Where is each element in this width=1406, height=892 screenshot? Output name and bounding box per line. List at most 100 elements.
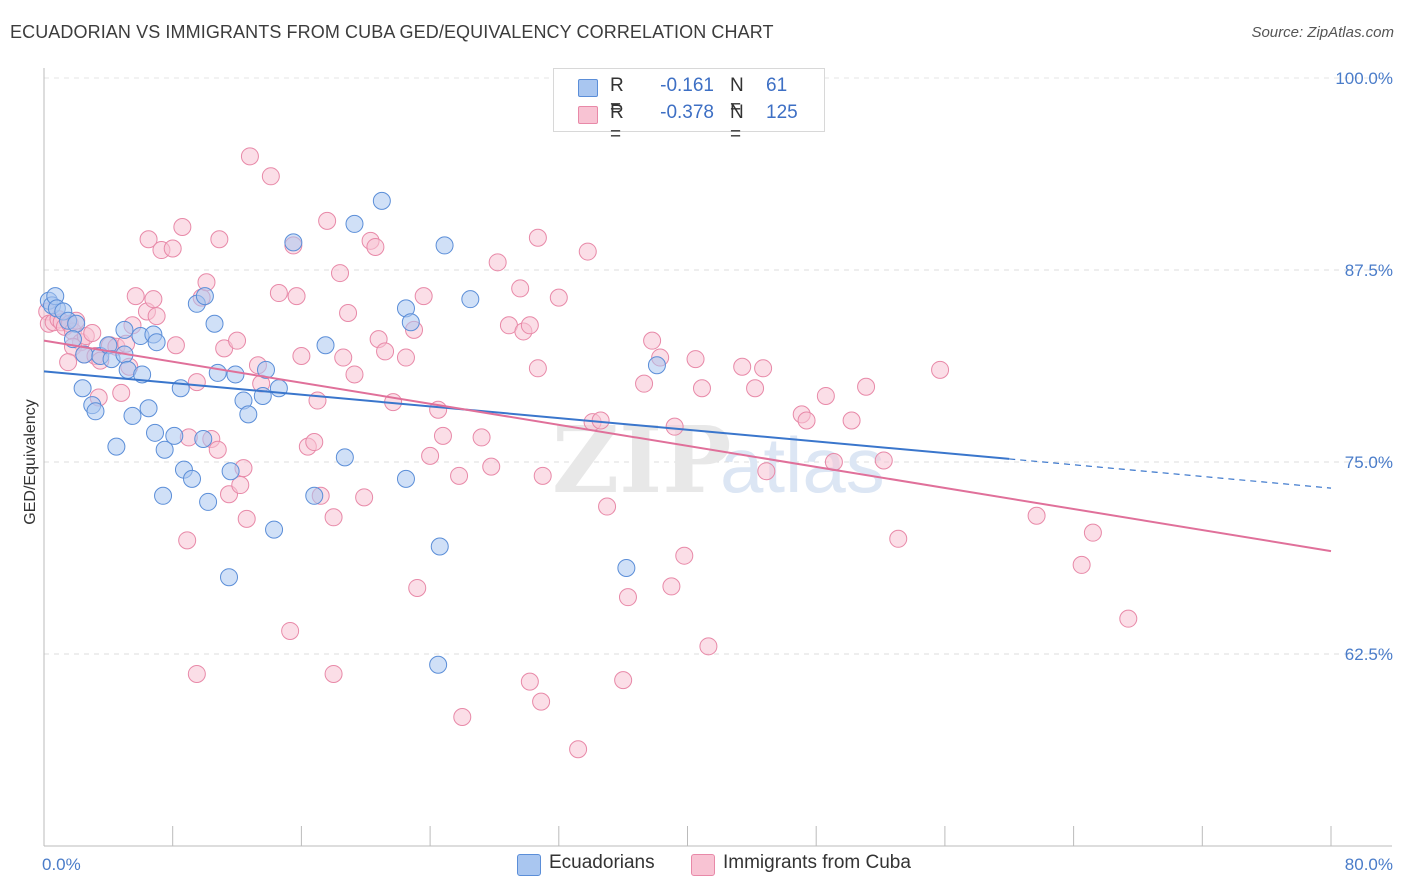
trend-line-ecuadorians [43,370,1010,460]
data-point [187,373,206,392]
data-point [754,359,773,378]
data-point [889,529,908,548]
data-point [433,426,452,445]
data-point [199,492,218,511]
data-point [618,588,637,607]
data-point [107,437,126,456]
data-point [396,348,415,367]
source-label: Source: ZipAtlas.com [1251,24,1394,41]
data-point [144,290,163,309]
data-point [237,509,256,528]
data-point [178,531,197,550]
axes [43,68,1392,847]
legend-r-value: -0.378 [660,102,714,123]
data-point [335,448,354,467]
data-point [931,360,950,379]
data-point [226,365,245,384]
data-point [366,237,385,256]
data-point [324,508,343,527]
data-point [59,353,78,372]
data-point [345,214,364,233]
data-point [228,331,247,350]
legend-label-ecuadorians: Ecuadorians [549,852,655,873]
legend-swatch-cuba [691,854,715,876]
data-point [281,621,300,640]
data-point [450,466,469,485]
data-point [408,578,427,597]
data-point [528,359,547,378]
data-point [187,664,206,683]
data-point [146,423,165,442]
y-tick-label: 87.5% [1345,261,1393,280]
data-point [208,363,227,382]
data-point [210,230,229,249]
legend-swatch-ecuadorians [578,79,598,97]
data-point [511,279,530,298]
legend-label-cuba: Immigrants from Cuba [723,852,911,873]
data-point [163,239,182,258]
data-point [221,462,240,481]
data-point [421,446,440,465]
data-point [430,537,449,556]
y-tick-label: 62.5% [1345,645,1393,664]
data-point [112,383,131,402]
data-point [874,451,893,470]
data-point [73,379,92,398]
data-point [166,336,185,355]
x-tick-label: 80.0% [1345,855,1393,874]
data-point [549,288,568,307]
data-point [699,637,718,656]
data-point [269,284,288,303]
data-point [239,405,258,424]
data-point [1083,523,1102,542]
data-point [396,469,415,488]
data-point [1027,506,1046,525]
data-point [372,191,391,210]
data-point [308,391,327,410]
data-point [675,546,694,565]
y-axis-label: GED/Equivalency [22,399,39,524]
data-point [324,664,343,683]
data-point [429,655,448,674]
data-point [1072,555,1091,574]
data-point [401,313,420,332]
data-point [147,307,166,326]
data-point [643,331,662,350]
data-point [86,402,105,421]
data-point [123,406,142,425]
legend-r-label: R = [610,75,624,118]
data-point [208,440,227,459]
data-point [165,426,184,445]
data-point [265,520,284,539]
data-point [647,356,666,375]
data-point [305,486,324,505]
chart-title: ECUADORIAN VS IMMIGRANTS FROM CUBA GED/E… [10,22,774,42]
data-point [532,692,551,711]
data-point [155,440,174,459]
data-point [757,462,776,481]
data-point [453,707,472,726]
data-point [240,147,259,166]
data-point [257,360,276,379]
data-point [520,672,539,691]
data-point [598,497,617,516]
data-point [578,242,597,261]
trend-lines [43,339,1332,553]
data-point [139,399,158,418]
data-point [857,377,876,396]
legend-n-value: 125 [766,102,798,123]
data-point [339,304,358,323]
data-point [376,342,395,361]
data-point [173,217,192,236]
legend-r-value: -0.161 [660,75,714,96]
y-tick-label: 75.0% [1345,453,1393,472]
legend-swatch-ecuadorians [517,854,541,876]
data-point [733,357,752,376]
data-point [686,350,705,369]
data-point [331,264,350,283]
watermark-zip: ZIP [552,406,731,514]
data-point [414,287,433,306]
data-point [318,211,337,230]
data-point [797,411,816,430]
